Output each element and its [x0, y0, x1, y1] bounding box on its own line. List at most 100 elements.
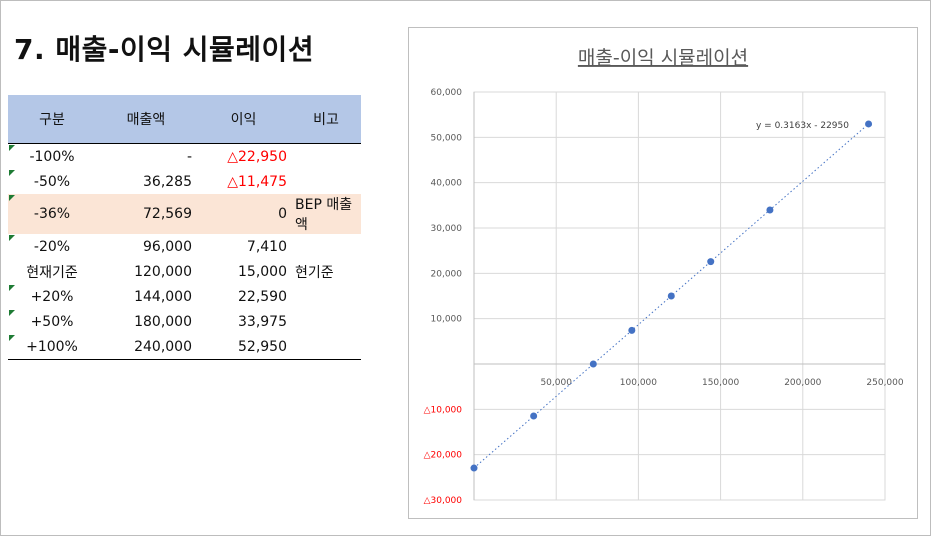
x-tick-label: 50,000 — [540, 378, 572, 388]
cell-sales-text: 36,285 — [143, 173, 192, 190]
trendline-label: y = 0.3163x - 22950 — [756, 121, 849, 131]
header-sales[interactable]: 매출액 — [96, 95, 196, 144]
cell-sales-text: 180,000 — [134, 313, 192, 330]
data-point[interactable] — [530, 412, 538, 420]
cell-sales-text: 144,000 — [134, 288, 192, 305]
plot-area — [473, 91, 886, 501]
y-tick-label: △20,000 — [424, 451, 463, 461]
cell-sales-text: 120,000 — [134, 263, 192, 280]
cell-category-text: +50% — [30, 313, 74, 330]
cell-profit-text: 15,000 — [238, 263, 287, 280]
cell-note-text: BEP 매출액 — [295, 197, 353, 233]
error-indicator-icon — [9, 285, 15, 291]
cell-category-text: 현재기준 — [26, 264, 78, 281]
cell-sales[interactable]: 36,285 — [96, 169, 196, 194]
table-row: 현재기준 120,000 15,000 현기준 — [8, 259, 361, 284]
cell-profit[interactable]: △22,950 — [196, 144, 291, 170]
x-tick-label: 150,000 — [702, 378, 739, 388]
cell-note-text: 현기준 — [295, 264, 334, 281]
cell-category[interactable]: +50% — [8, 309, 96, 334]
data-point[interactable] — [628, 326, 636, 334]
point-layer — [470, 120, 873, 472]
table-header-row: 구분 매출액 이익 비고 — [8, 95, 361, 144]
cell-sales[interactable]: 120,000 — [96, 259, 196, 284]
cell-sales[interactable]: - — [96, 144, 196, 170]
cell-profit-text: 0 — [278, 206, 287, 222]
cell-category[interactable]: -20% — [8, 234, 96, 259]
cell-category[interactable]: +20% — [8, 284, 96, 309]
cell-sales-text: 96,000 — [143, 238, 192, 255]
cell-note[interactable] — [291, 144, 361, 170]
page-title: 7. 매출-이익 시뮬레이션 — [14, 33, 315, 66]
table-row: +100% 240,000 52,950 — [8, 334, 361, 360]
header-category[interactable]: 구분 — [8, 95, 96, 144]
trendline-layer — [473, 123, 869, 469]
error-indicator-icon — [9, 170, 15, 176]
x-tick-label: 250,000 — [866, 378, 903, 388]
cell-category-text: -20% — [33, 238, 71, 255]
cell-category[interactable]: -50% — [8, 169, 96, 194]
cell-note[interactable] — [291, 309, 361, 334]
cell-profit-text: △11,475 — [227, 173, 287, 190]
grid-layer — [473, 91, 886, 501]
axis-layer: 60,000 50,000 40,000 30,000 20,000 10,000 △10,… — [424, 88, 904, 506]
table-row: +20% 144,000 22,590 — [8, 284, 361, 309]
error-indicator-icon — [9, 195, 15, 201]
scatter-chart[interactable]: 매출-이익 시뮬레이션 60,000 50,000 40,000 30,000 20,0… — [408, 27, 918, 519]
simulation-table: 구분 매출액 이익 비고 -100% - △22,950 -50% 36,285 △11,… — [8, 95, 361, 360]
cell-sales[interactable]: 144,000 — [96, 284, 196, 309]
header-profit[interactable]: 이익 — [196, 95, 291, 144]
y-tick-label: 20,000 — [431, 269, 463, 279]
cell-note[interactable] — [291, 234, 361, 259]
trendline — [473, 123, 869, 469]
error-indicator-icon — [9, 145, 15, 151]
cell-category-text: +100% — [26, 338, 78, 355]
table-row: -20% 96,000 7,410 — [8, 234, 361, 259]
cell-category-text: -50% — [33, 173, 71, 190]
y-tick-label: 10,000 — [431, 315, 463, 325]
cell-sales[interactable]: 180,000 — [96, 309, 196, 334]
cell-category[interactable]: -36% — [8, 194, 96, 234]
chart-svg: 매출-이익 시뮬레이션 60,000 50,000 40,000 30,000 20,0… — [424, 47, 904, 506]
cell-category[interactable]: +100% — [8, 334, 96, 360]
cell-profit-text: 22,590 — [238, 288, 287, 305]
cell-sales[interactable]: 96,000 — [96, 234, 196, 259]
y-tick-label: △10,000 — [424, 405, 463, 415]
cell-sales-text: - — [186, 148, 192, 165]
chart-title: 매출-이익 시뮬레이션 — [578, 47, 748, 69]
cell-profit-text: 52,950 — [238, 338, 287, 355]
data-point[interactable] — [766, 206, 774, 214]
table-row: -100% - △22,950 — [8, 144, 361, 170]
cell-category[interactable]: -100% — [8, 144, 96, 170]
cell-note[interactable] — [291, 334, 361, 360]
data-point[interactable] — [667, 292, 675, 300]
cell-note[interactable]: BEP 매출액 — [291, 194, 361, 234]
y-tick-label: 60,000 — [431, 88, 463, 98]
error-indicator-icon — [9, 235, 15, 241]
cell-profit[interactable]: 15,000 — [196, 259, 291, 284]
y-tick-label: △30,000 — [424, 496, 463, 506]
cell-sales[interactable]: 240,000 — [96, 334, 196, 360]
cell-note[interactable] — [291, 169, 361, 194]
cell-profit[interactable]: 22,590 — [196, 284, 291, 309]
cell-profit[interactable]: 7,410 — [196, 234, 291, 259]
header-note[interactable]: 비고 — [291, 95, 361, 144]
cell-category-text: +20% — [30, 288, 74, 305]
cell-category-text: -36% — [33, 206, 71, 222]
cell-sales[interactable]: 72,569 — [96, 194, 196, 234]
data-point[interactable] — [589, 360, 597, 368]
cell-profit-text: 7,410 — [246, 238, 287, 255]
cell-category[interactable]: 현재기준 — [8, 259, 96, 284]
cell-profit[interactable]: 33,975 — [196, 309, 291, 334]
cell-note[interactable] — [291, 284, 361, 309]
data-point[interactable] — [470, 464, 478, 472]
cell-profit[interactable]: 0 — [196, 194, 291, 234]
x-tick-label: 200,000 — [784, 378, 821, 388]
cell-profit[interactable]: 52,950 — [196, 334, 291, 360]
data-point[interactable] — [707, 258, 715, 266]
cell-profit[interactable]: △11,475 — [196, 169, 291, 194]
data-point[interactable] — [865, 120, 873, 128]
cell-category-text: -100% — [29, 148, 75, 165]
cell-sales-text: 72,569 — [143, 206, 192, 222]
cell-note[interactable]: 현기준 — [291, 259, 361, 284]
